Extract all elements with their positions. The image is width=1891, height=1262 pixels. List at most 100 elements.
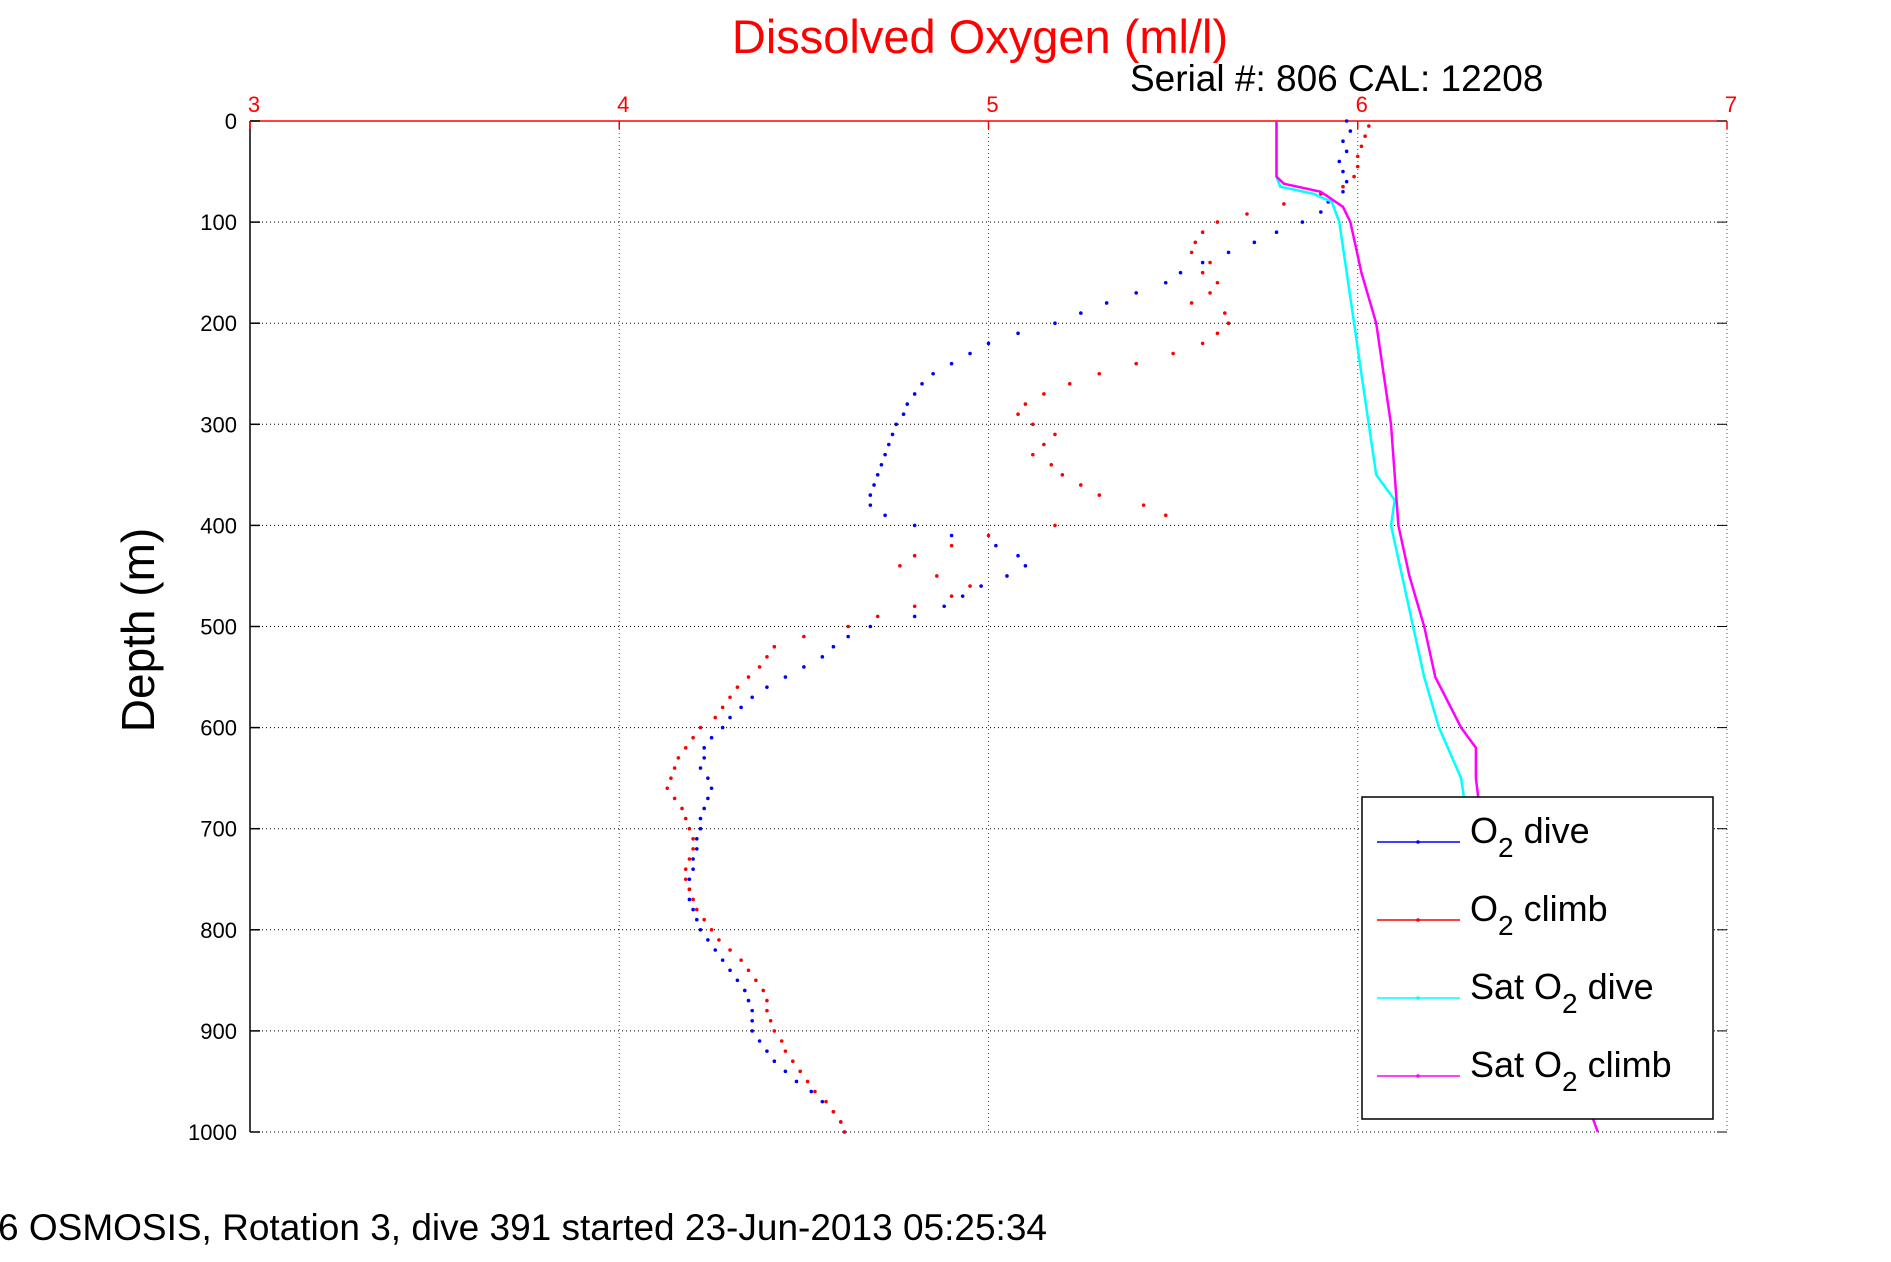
data-point — [1200, 260, 1205, 265]
data-point — [709, 735, 714, 740]
x-tick-label: 7 — [1725, 92, 1737, 117]
data-point — [1053, 523, 1057, 528]
y-tick-label: 1000 — [188, 1120, 237, 1145]
data-point — [879, 462, 884, 467]
data-point — [1023, 402, 1028, 406]
data-point — [842, 1130, 847, 1134]
data-point — [746, 998, 751, 1003]
data-point — [772, 644, 777, 649]
legend-label-main: Sat O — [1470, 966, 1562, 1007]
data-point — [720, 725, 725, 730]
data-point — [750, 695, 754, 700]
legend-label-main: O — [1470, 888, 1498, 929]
data-point — [1341, 189, 1345, 194]
data-point — [1344, 119, 1349, 123]
series-sat-o2-dive — [1275, 121, 1470, 829]
data-point — [1223, 311, 1227, 315]
data-point — [1341, 169, 1345, 174]
data-point — [1282, 202, 1286, 206]
chart-subtitle: Serial #: 806 CAL: 12208 — [1130, 58, 1543, 99]
data-point — [728, 695, 732, 700]
data-point — [1274, 230, 1279, 235]
data-point — [702, 806, 706, 811]
data-point — [1355, 164, 1360, 169]
data-point — [868, 493, 873, 497]
series-o2-dive — [687, 119, 1353, 1134]
data-point — [1226, 321, 1231, 326]
legend-entry-label: O2 dive — [1470, 810, 1590, 863]
data-point — [691, 867, 695, 871]
legend-entry-label: Sat O2 dive — [1470, 966, 1654, 1019]
data-point — [1005, 574, 1009, 578]
series-line — [1275, 121, 1599, 1133]
data-point — [820, 655, 825, 659]
legend-swatch-marker — [1416, 918, 1420, 922]
data-point — [720, 705, 725, 710]
data-point — [1348, 129, 1353, 133]
data-point — [1193, 240, 1198, 245]
data-point — [735, 978, 740, 983]
data-point — [905, 402, 910, 406]
legend-label-sub: 2 — [1498, 832, 1514, 863]
data-point — [728, 715, 732, 720]
data-point — [765, 685, 769, 689]
data-point — [783, 1049, 788, 1053]
data-point — [872, 483, 876, 487]
data-point — [798, 1069, 802, 1074]
data-point — [846, 634, 850, 639]
data-point — [1208, 260, 1212, 265]
legend-label-rest: dive — [1514, 810, 1590, 851]
legend-entry-label: O2 climb — [1470, 888, 1608, 941]
data-point — [1134, 361, 1138, 366]
legend-label-rest: climb — [1578, 1044, 1672, 1085]
data-point — [912, 614, 917, 619]
data-point — [912, 523, 917, 528]
data-point — [746, 675, 751, 679]
data-point — [1359, 144, 1364, 149]
data-point — [802, 665, 806, 669]
legend-box — [1361, 796, 1714, 1120]
data-point — [794, 1079, 799, 1084]
data-point — [1060, 473, 1065, 477]
data-point — [691, 897, 695, 902]
data-point — [1053, 321, 1057, 326]
data-point — [1042, 392, 1046, 396]
data-point — [694, 917, 699, 922]
data-point — [1016, 553, 1020, 558]
chart-title: Dissolved Oxygen (ml/l) — [732, 10, 1228, 63]
data-point — [683, 816, 688, 821]
data-point — [702, 756, 706, 760]
data-point — [680, 806, 684, 811]
data-point — [894, 422, 898, 427]
data-point — [994, 543, 998, 548]
data-point — [1226, 250, 1231, 255]
data-point — [698, 766, 703, 770]
data-point — [949, 533, 954, 538]
data-point — [901, 412, 906, 416]
data-point — [1067, 382, 1072, 386]
data-point — [761, 988, 766, 993]
data-point — [912, 604, 917, 609]
data-point — [1367, 124, 1371, 128]
data-point — [912, 392, 917, 396]
legend-swatch-marker — [1416, 996, 1420, 1000]
data-point — [920, 382, 924, 386]
data-point — [883, 452, 887, 457]
data-point — [709, 928, 714, 932]
data-point — [1178, 270, 1183, 275]
data-point — [717, 938, 721, 942]
legend-swatch-marker — [1416, 840, 1420, 844]
data-point — [1363, 134, 1367, 138]
data-point — [809, 1089, 814, 1094]
data-point — [698, 826, 703, 831]
data-point — [1163, 280, 1168, 285]
data-point — [750, 1018, 754, 1023]
data-point — [898, 564, 902, 568]
data-point — [1208, 291, 1212, 295]
data-point — [1141, 503, 1146, 507]
data-point — [713, 715, 718, 720]
data-point — [691, 857, 695, 861]
data-point — [687, 887, 692, 892]
data-point — [702, 917, 706, 922]
legend-label-sub: 2 — [1498, 910, 1514, 941]
